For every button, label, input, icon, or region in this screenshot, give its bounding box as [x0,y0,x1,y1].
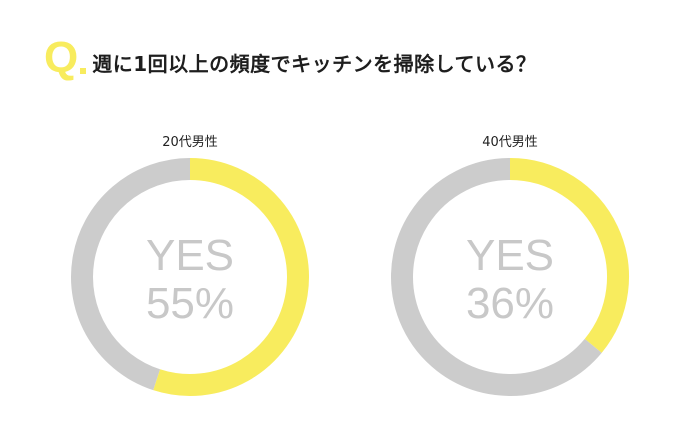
center-label: YES [146,231,234,280]
donut-chart-20s-male: 20代男性 YES 55% [71,135,309,396]
chart-title: 40代男性 [482,135,538,150]
question-text: 週に1回以上の頻度でキッチンを掃除している？ [92,52,537,76]
donut-ring [71,158,309,396]
donut-ring [391,158,629,396]
slice-yes [153,158,309,396]
q-dot [80,68,87,74]
slice-yes [509,158,629,353]
center-label: YES [466,231,554,280]
donut-chart-40s-male: 40代男性 YES 36% [391,135,629,396]
center-value: 55% [146,279,234,328]
question-header: Q 週に1回以上の頻度でキッチンを掃除している？ [44,30,537,80]
slice-no [71,158,191,391]
q-mark: Q [44,33,79,82]
chart-title: 20代男性 [162,135,218,150]
slice-no [391,158,602,396]
center-value: 36% [466,279,554,328]
